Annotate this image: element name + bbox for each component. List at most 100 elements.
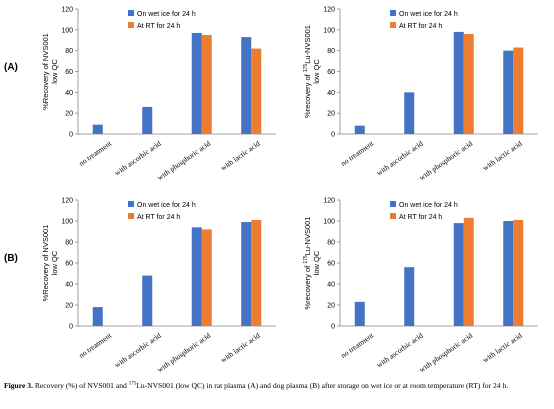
- legend-label: On wet ice for 24 h: [137, 11, 196, 18]
- legend-label: At RT for 24 h: [137, 214, 180, 221]
- legend-label: On wet ice for 24 h: [399, 202, 458, 209]
- y-tick-label: 100: [61, 219, 73, 226]
- category-label: with phosphoric acid: [155, 139, 212, 183]
- y-axis-title: %Recovery of NVS001: [41, 225, 50, 302]
- category-label: with ascorbic acid: [113, 139, 163, 178]
- y-axis-title: %recovery of 175Lu-NVS001: [303, 25, 312, 118]
- category-label: with lactic acid: [481, 139, 524, 173]
- bar-wet-ice: [92, 307, 103, 326]
- category-label: with phosphoric acid: [417, 331, 474, 375]
- category-label: with phosphoric acid: [417, 139, 474, 183]
- y-tick-label: 120: [323, 198, 335, 205]
- chart-2: 0 20 40 60 80 100 120 no treatment with ascorbic…: [303, 7, 538, 183]
- bar-wet-ice: [241, 37, 252, 134]
- y-axis-title: %recovery of 175Lu-NVS001: [303, 217, 312, 310]
- y-axis-title-line2: low QC: [50, 59, 59, 84]
- category-label: with lactic acid: [219, 139, 262, 173]
- bar-wet-ice: [404, 267, 415, 326]
- y-tick-label: 100: [323, 27, 335, 34]
- caption-superscript: 175: [128, 381, 137, 387]
- y-tick-label: 20: [65, 111, 73, 118]
- bar-rt: [201, 229, 212, 326]
- legend-swatch: [390, 213, 396, 219]
- bar-wet-ice: [453, 31, 464, 135]
- y-tick-label: 120: [323, 7, 335, 14]
- y-tick-label: 100: [61, 27, 73, 34]
- y-tick-label: 120: [61, 198, 73, 205]
- bar-rt: [513, 219, 524, 326]
- y-tick-label: 20: [327, 111, 335, 118]
- category-label: with phosphoric acid: [155, 331, 212, 375]
- category-label: with ascorbic acid: [113, 331, 163, 370]
- y-tick-label: 120: [61, 7, 73, 14]
- legend-swatch: [390, 10, 396, 16]
- bar-wet-ice: [503, 221, 514, 326]
- bar-rt: [463, 217, 474, 326]
- y-tick-label: 60: [327, 261, 335, 268]
- category-label: no treatment: [339, 138, 376, 168]
- bar-wet-ice: [142, 275, 153, 326]
- chart-4: 0 20 40 60 80 100 120 no treatment with ascorbic…: [303, 198, 538, 375]
- legend-label: On wet ice for 24 h: [137, 202, 196, 209]
- bar-rt: [513, 47, 524, 134]
- category-label: no treatment: [77, 138, 114, 168]
- y-tick-label: 20: [327, 303, 335, 310]
- legend-label: At RT for 24 h: [137, 23, 180, 30]
- y-tick-label: 0: [69, 324, 73, 331]
- category-label: with ascorbic acid: [375, 331, 425, 370]
- legend-label: At RT for 24 h: [399, 214, 442, 221]
- bar-rt: [201, 35, 212, 134]
- chart-1: 0 20 40 60 80 100 120 no treatment with ascorbic…: [41, 7, 276, 183]
- legend-swatch: [128, 201, 134, 207]
- bar-wet-ice: [503, 50, 514, 134]
- y-axis-title: %Recovery of NVS001: [41, 33, 50, 110]
- bar-wet-ice: [354, 125, 365, 134]
- legend-swatch: [390, 22, 396, 28]
- y-tick-label: 0: [331, 324, 335, 331]
- bar-wet-ice: [404, 92, 415, 134]
- category-label: with lactic acid: [219, 331, 262, 365]
- legend-swatch: [390, 201, 396, 207]
- y-tick-label: 60: [327, 69, 335, 76]
- legend-label: On wet ice for 24 h: [399, 11, 458, 18]
- y-tick-label: 100: [323, 219, 335, 226]
- legend-swatch: [128, 10, 134, 16]
- y-tick-label: 0: [69, 132, 73, 139]
- caption-label: Figure 3.: [4, 381, 33, 390]
- legend-swatch: [128, 22, 134, 28]
- y-tick-label: 40: [327, 90, 335, 97]
- category-label: with ascorbic acid: [375, 139, 425, 178]
- bar-rt: [251, 48, 262, 135]
- y-tick-label: 0: [331, 132, 335, 139]
- bar-wet-ice: [241, 222, 252, 326]
- caption-text-2: Lu-NVS001 (low QC) in rat plasma (A) and…: [136, 381, 509, 390]
- y-tick-label: 60: [65, 261, 73, 268]
- legend-swatch: [128, 213, 134, 219]
- bar-wet-ice: [453, 223, 464, 326]
- y-axis-title-line2: low QC: [50, 250, 59, 275]
- y-axis-title-line2: low QC: [312, 59, 321, 84]
- category-label: with lactic acid: [481, 331, 524, 365]
- bar-rt: [463, 34, 474, 134]
- panel-label-b: (B): [4, 253, 18, 264]
- y-tick-label: 80: [327, 48, 335, 55]
- bar-wet-ice: [191, 32, 202, 135]
- y-tick-label: 60: [65, 69, 73, 76]
- y-tick-label: 40: [65, 90, 73, 97]
- caption-text-1: Recovery (%) of NVS001 and: [32, 381, 129, 390]
- y-tick-label: 40: [65, 282, 73, 289]
- figure-caption: Figure 3. Recovery (%) of NVS001 and 175…: [4, 381, 552, 391]
- y-tick-label: 80: [65, 240, 73, 247]
- bar-wet-ice: [142, 106, 153, 134]
- bar-rt: [251, 219, 262, 326]
- bar-wet-ice: [354, 301, 365, 326]
- bar-wet-ice: [92, 124, 103, 134]
- y-tick-label: 20: [65, 303, 73, 310]
- bar-wet-ice: [191, 227, 202, 326]
- chart-3: 0 20 40 60 80 100 120 no treatment with ascorbic…: [41, 198, 276, 375]
- category-label: no treatment: [339, 330, 376, 360]
- y-axis-title-line2: low QC: [312, 250, 321, 275]
- category-label: no treatment: [77, 330, 114, 360]
